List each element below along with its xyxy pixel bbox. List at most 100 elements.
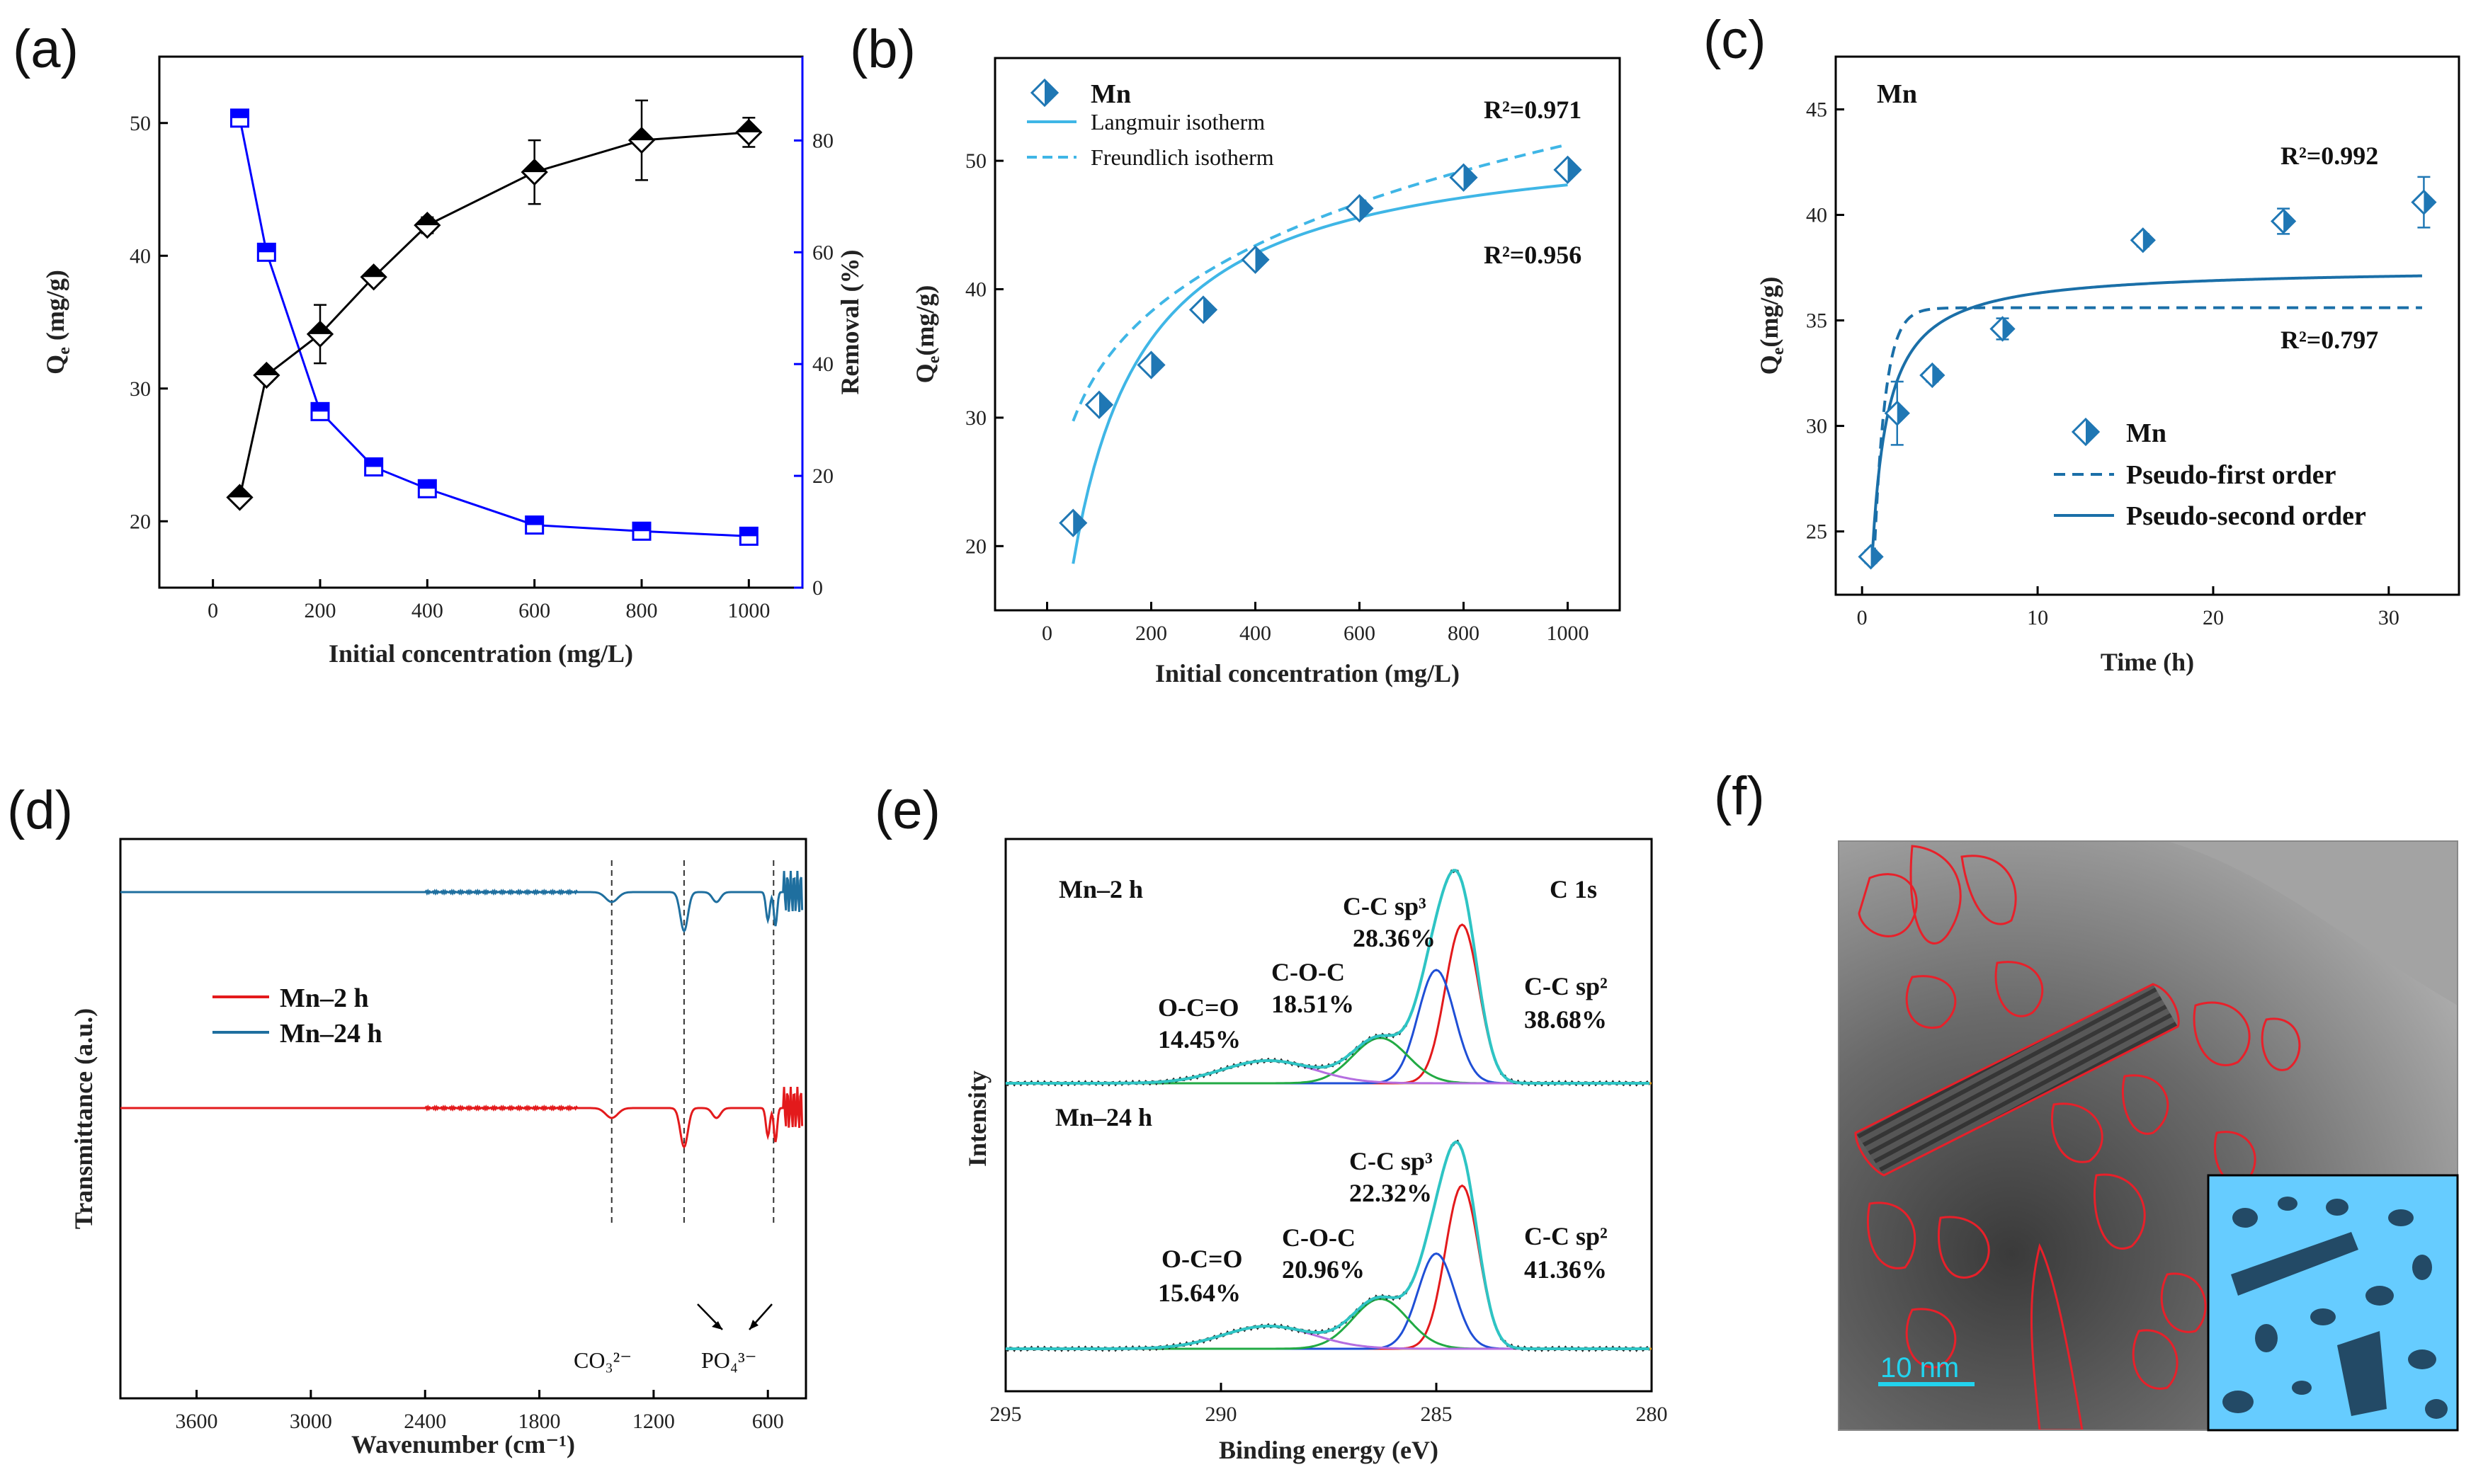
x-tick-label: 800	[626, 599, 658, 622]
f-inset-particles	[2222, 1197, 2448, 1419]
b-y-label: Qe(mg/g)	[911, 285, 943, 384]
f-tem-particle-outlines	[1854, 845, 2301, 1430]
b-mn-points	[1059, 155, 1582, 537]
qe-point	[306, 320, 334, 348]
f-tem-vacuum-region	[2167, 841, 2458, 1005]
x-tick-label: 3600	[176, 1410, 218, 1433]
panel-b: 0 200 400 600 800 1000 20 30 40 50 Mn Langmuir i…	[911, 57, 1621, 687]
c-legend-mn-marker	[2071, 417, 2101, 447]
x-tick-label: 10	[2027, 606, 2048, 629]
e-region: C 1s	[1550, 875, 1597, 903]
c-pfo-curve	[1870, 306, 2422, 559]
c-mn-point	[2270, 208, 2297, 234]
d-legend-2h: Mn–2 h	[280, 983, 369, 1013]
removal-point	[525, 515, 545, 535]
b-mn-point	[1059, 508, 1088, 537]
x-tick-label: 600	[1344, 622, 1375, 645]
removal-point	[632, 521, 652, 541]
b-mn-point	[1084, 390, 1114, 419]
e-top-name: Mn–2 h	[1059, 875, 1143, 903]
a-y2-ticks: 0 20 40 60 80	[794, 129, 834, 600]
e-x-label: Binding energy (eV)	[1219, 1436, 1438, 1464]
envelope-fit	[1006, 869, 1649, 1085]
y-tick-label: 25	[1806, 520, 1827, 544]
y-tick-label: 0	[812, 576, 823, 600]
b-legend: Mn Langmuir isotherm Freundlich isotherm	[1027, 78, 1274, 170]
e-top-coc-pct: 18.51%	[1271, 990, 1354, 1018]
b-legend-mn-marker	[1030, 78, 1060, 108]
e-bot-sp2: C-C sp²	[1524, 1222, 1608, 1250]
f-tem-lattice-flake	[1856, 984, 2178, 1175]
c-mn-point	[1989, 316, 2016, 342]
x-tick-label: 30	[2378, 606, 2399, 629]
e-top-sp3-pct: 28.36%	[1353, 924, 1436, 952]
x-tick-label: 200	[1135, 622, 1167, 645]
b-axes-frame	[994, 57, 1621, 612]
panel-f-tem-image: 10 nm	[1838, 840, 2459, 1432]
qe-line	[239, 131, 749, 498]
panel-label-a: (a)	[13, 19, 79, 79]
coc-peak	[1006, 1298, 1649, 1350]
d-mn-2h-spectrum	[120, 1086, 804, 1149]
y-tick-label: 40	[812, 353, 834, 376]
a-x-label: Initial concentration (mg/L)	[329, 639, 633, 668]
x-tick-label: 285	[1421, 1403, 1453, 1426]
removal-line	[239, 118, 749, 537]
x-tick-label: 295	[990, 1403, 1022, 1426]
b-x-ticks: 0 200 400 600 800 1000	[1042, 602, 1589, 645]
b-mn-point	[1553, 155, 1582, 184]
d-x-label: Wavenumber (cm⁻¹)	[351, 1430, 575, 1459]
removal-point	[310, 401, 330, 421]
y-tick-label: 40	[130, 244, 151, 268]
e-bot-sp3: C-C sp³	[1349, 1147, 1433, 1175]
b-mn-point	[1345, 194, 1374, 223]
panel-label-b: (b)	[850, 19, 916, 79]
coc-peak	[1006, 1037, 1649, 1085]
b-legend-lang: Langmuir isotherm	[1091, 109, 1265, 135]
c-pso-curve	[1869, 274, 2422, 557]
e-x-ticks: 295 290 285 280	[990, 1383, 1668, 1426]
qe-point	[226, 484, 254, 511]
y-tick-label: 40	[1806, 204, 1827, 227]
e-bot-oco-pct: 15.64%	[1158, 1279, 1241, 1307]
e-top-sp2-pct: 38.68%	[1524, 1005, 1607, 1034]
y-tick-label: 50	[965, 149, 987, 173]
panel-label-c: (c)	[1703, 10, 1766, 70]
b-mn-point	[1241, 245, 1270, 274]
y-tick-label: 40	[965, 278, 987, 302]
b-legend-mn: Mn	[1091, 79, 1131, 109]
x-tick-label: 1000	[1547, 622, 1589, 645]
x-tick-label: 400	[1239, 622, 1271, 645]
x-tick-label: 0	[208, 599, 218, 622]
c-legend-pfo: Pseudo-first order	[2126, 460, 2336, 490]
e-axes-frame	[1004, 838, 1653, 1393]
c-x-ticks: 0 10 20 30	[1857, 586, 2399, 629]
qe-point	[521, 159, 548, 186]
removal-point	[256, 242, 276, 262]
c-r2-pso: R²=0.992	[2280, 142, 2378, 170]
d-po4-label: PO₄³⁻	[701, 1347, 757, 1373]
c-legend: Mn Pseudo-first order Pseudo-second orde…	[2054, 417, 2366, 531]
qe-point	[360, 263, 387, 291]
a-removal-series	[230, 108, 759, 546]
d-legend: Mn–2 h Mn–24 h	[212, 983, 382, 1049]
e-bot-coc: C-O-C	[1282, 1223, 1356, 1252]
x-tick-label: 800	[1448, 622, 1479, 645]
d-axes-frame	[119, 838, 807, 1400]
f-inset	[2207, 1174, 2459, 1432]
y-tick-label: 60	[812, 241, 834, 264]
b-legend-freund: Freundlich isotherm	[1091, 144, 1274, 170]
a-y-ticks: 20 30 40 50	[130, 112, 168, 533]
d-po4-arrows	[697, 1303, 773, 1330]
d-mn-24h-spectrum	[120, 870, 804, 933]
y-tick-label: 80	[812, 129, 834, 152]
b-x-label: Initial concentration (mg/L)	[1155, 659, 1460, 687]
c-mn-points	[1858, 176, 2437, 570]
y-tick-label: 35	[1806, 309, 1827, 333]
e-top-coc: C-O-C	[1271, 958, 1345, 986]
panel-label-f: (f)	[1714, 766, 1765, 826]
x-tick-label: 20	[2203, 606, 2224, 629]
x-tick-label: 400	[411, 599, 443, 622]
